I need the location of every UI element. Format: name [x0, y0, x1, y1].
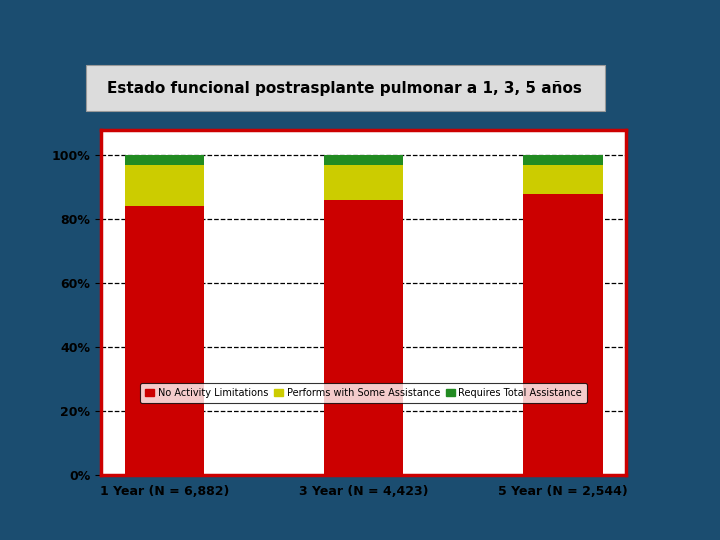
- Bar: [324, 165, 403, 200]
- Bar: [523, 194, 603, 475]
- Legend: No Activity Limitations, Performs with Some Assistance, Requires Total Assistanc: No Activity Limitations, Performs with S…: [140, 383, 587, 403]
- Bar: [523, 165, 603, 194]
- Bar: [324, 200, 403, 475]
- Bar: [523, 155, 603, 165]
- Bar: [125, 206, 204, 475]
- Bar: [324, 155, 403, 165]
- Text: Estado funcional postrasplante pulmonar a 1, 3, 5 años: Estado funcional postrasplante pulmonar …: [107, 81, 582, 96]
- FancyBboxPatch shape: [86, 65, 605, 111]
- Bar: [125, 165, 204, 206]
- Bar: [125, 155, 204, 165]
